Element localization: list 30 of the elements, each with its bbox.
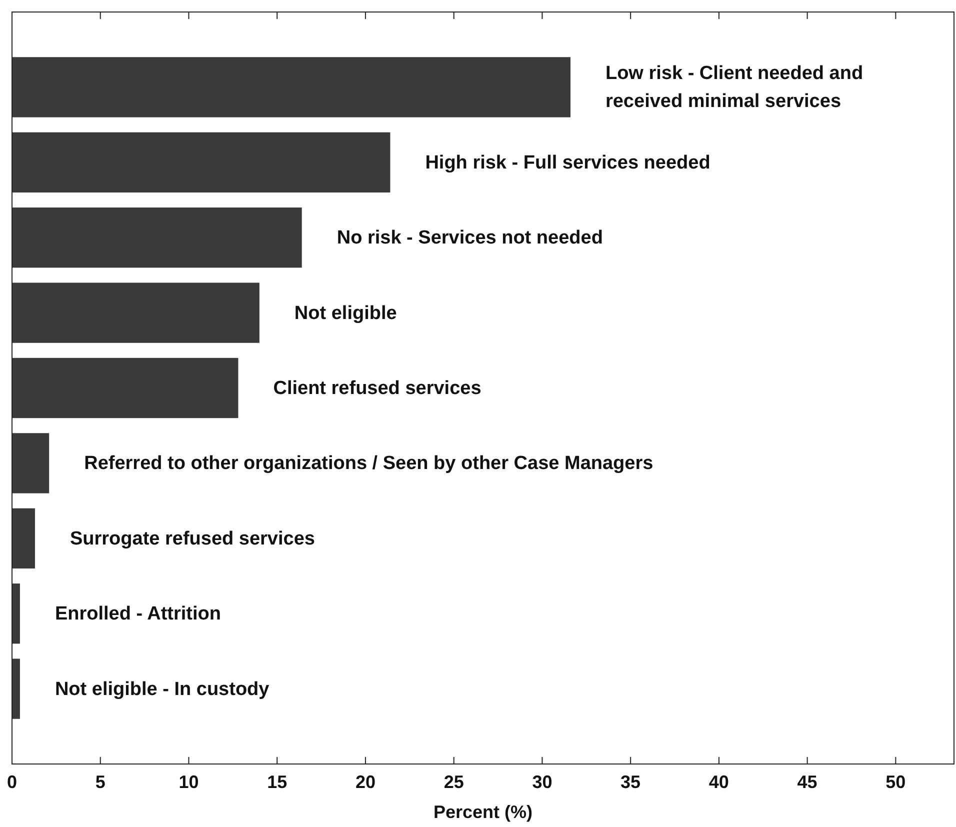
x-tick-label: 20 bbox=[355, 772, 376, 792]
y-tick-label: Referred to other organizations / Seen by other Case Managers bbox=[84, 452, 654, 474]
x-tick-label: 5 bbox=[95, 772, 106, 792]
x-tick-label: 15 bbox=[267, 772, 288, 792]
y-tick-label: Low risk - Client needed and received minimal services bbox=[605, 62, 864, 112]
bar bbox=[12, 208, 302, 268]
y-tick-label: High risk - Full services needed bbox=[425, 152, 710, 173]
y-tick-label: No risk - Services not needed bbox=[336, 227, 603, 248]
bar bbox=[12, 57, 570, 118]
bar bbox=[12, 358, 238, 418]
x-tick-label: 35 bbox=[620, 772, 641, 792]
x-tick-label: 10 bbox=[178, 772, 199, 792]
x-tick-label: 0 bbox=[6, 772, 18, 792]
y-tick-label: Enrolled - Attrition bbox=[54, 603, 222, 624]
y-tick-label: Surrogate refused services bbox=[70, 528, 315, 549]
bar bbox=[12, 658, 20, 719]
bar bbox=[12, 584, 20, 644]
x-axis-title: Percent (%) bbox=[433, 802, 533, 822]
y-tick-label: Not eligible - In custody bbox=[54, 678, 270, 700]
x-tick-label: 40 bbox=[708, 772, 729, 792]
x-tick-label: 45 bbox=[797, 772, 818, 792]
bar bbox=[12, 282, 260, 343]
bar bbox=[12, 433, 50, 494]
y-tick-label: Not eligible bbox=[294, 302, 397, 324]
x-tick-label: 50 bbox=[886, 772, 906, 792]
bar bbox=[12, 132, 390, 192]
x-tick-label: 25 bbox=[444, 772, 464, 792]
x-tick-label: 30 bbox=[532, 772, 552, 792]
y-tick-label: Client refused services bbox=[273, 378, 482, 398]
bar bbox=[12, 508, 35, 568]
